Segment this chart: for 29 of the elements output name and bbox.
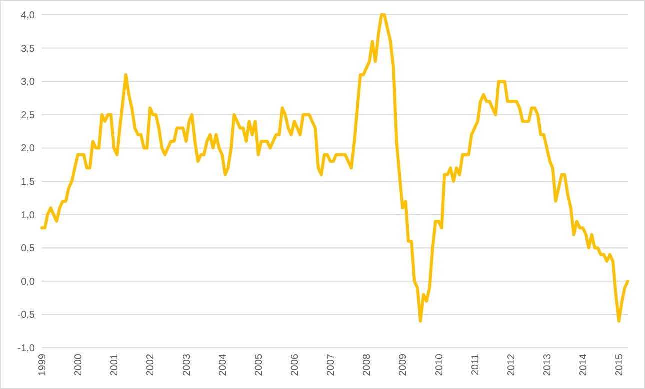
y-tick-label: -1,0 — [18, 344, 36, 354]
x-tick-label: 2002 — [146, 354, 157, 376]
x-tick-label: 2014 — [578, 354, 590, 376]
y-tick-label: 2,5 — [21, 110, 36, 122]
x-tick-label: 2015 — [614, 354, 626, 376]
y-tick-label: 4,0 — [21, 10, 36, 22]
x-tick-label: 2010 — [434, 354, 446, 376]
x-tick-label: 2003 — [182, 354, 193, 376]
x-tick-label: 2006 — [290, 354, 302, 376]
y-tick-label: 0,5 — [21, 244, 36, 255]
y-tick-label: 3,5 — [21, 44, 36, 55]
x-tick-label: 2007 — [326, 354, 338, 376]
x-tick-label: 2005 — [254, 354, 265, 376]
y-tick-label: 1,5 — [21, 177, 36, 188]
x-tick-label: 2000 — [74, 354, 85, 376]
y-tick-label: 1,0 — [21, 210, 36, 222]
y-tick-label: 0,0 — [21, 276, 36, 288]
y-tick-label: -0,5 — [18, 310, 36, 322]
x-tick-label: 2004 — [218, 354, 229, 376]
x-tick-label: 2013 — [542, 354, 554, 376]
y-tick-label: 2,0 — [21, 144, 36, 155]
y-tick-label: 3,0 — [21, 77, 36, 88]
x-tick-label: 2011 — [470, 354, 482, 376]
line-series — [40, 14, 630, 323]
x-tick-label: 2012 — [506, 354, 518, 376]
x-tick-label: 1999 — [38, 354, 48, 376]
x-tick-label: 2008 — [362, 354, 374, 376]
x-tick-label: 2009 — [398, 354, 410, 376]
x-tick-label: 2001 — [110, 354, 121, 376]
